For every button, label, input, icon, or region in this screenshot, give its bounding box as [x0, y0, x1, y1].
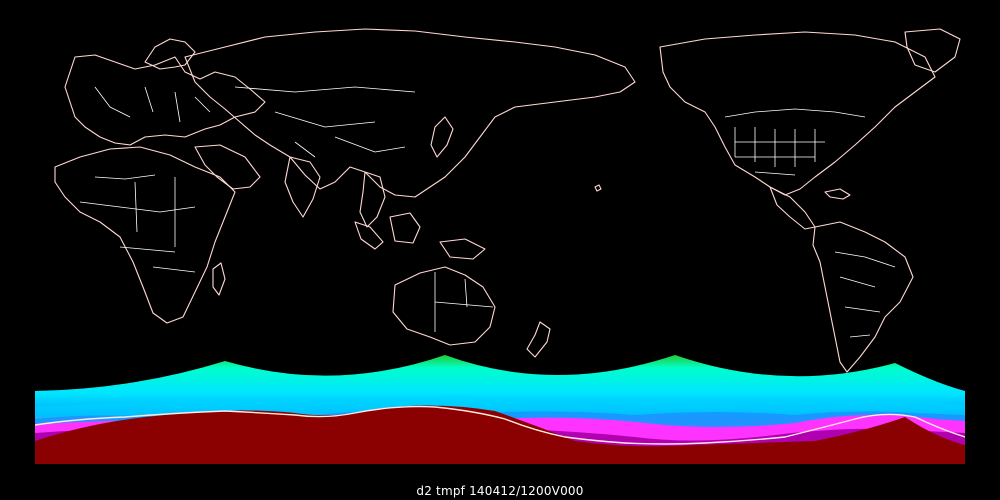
coast-india	[284, 156, 321, 218]
coast-central-america	[769, 186, 816, 230]
antarctic-coastline	[35, 405, 965, 445]
map-caption: d2 tmpf 140412/1200V000	[416, 484, 584, 498]
map-canvas	[35, 28, 965, 464]
political-borders	[79, 86, 896, 338]
borders-asia	[234, 86, 416, 158]
coast-arabia	[194, 144, 261, 190]
coast-new-zealand	[526, 321, 551, 358]
coast-madagascar	[212, 262, 226, 296]
borders-africa	[79, 174, 196, 273]
coast-hawaii	[594, 184, 602, 192]
coast-australia	[392, 266, 496, 346]
coast-north-america	[659, 31, 936, 196]
coast-greenland	[904, 28, 961, 73]
map-panel	[35, 17, 965, 464]
borders-north-america	[724, 108, 866, 176]
coast-south-america	[812, 221, 914, 373]
coast-japan	[430, 116, 454, 158]
borders-europe	[94, 86, 211, 123]
field-antarctic-zone	[35, 405, 965, 464]
coast-scandinavia	[144, 38, 196, 70]
coast-indochina	[359, 171, 386, 228]
coast-sumatra	[354, 221, 384, 250]
borders-south-america	[834, 251, 896, 338]
coast-caribbean	[824, 188, 851, 200]
coast-borneo	[389, 212, 421, 244]
coastlines	[54, 28, 961, 373]
borders-australia	[434, 272, 494, 332]
coast-new-guinea	[439, 238, 486, 260]
temperature-field	[35, 355, 965, 464]
coast-africa	[54, 146, 236, 324]
coast-asia	[184, 28, 636, 198]
